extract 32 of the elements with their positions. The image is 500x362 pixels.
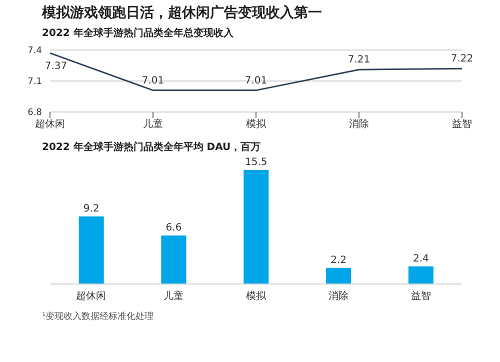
bar	[244, 170, 269, 284]
x-tick-label: 消除	[328, 290, 348, 302]
x-tick-label: 超休闲	[76, 290, 106, 302]
x-tick-label: 模拟	[246, 290, 267, 302]
data-label: 7.01	[244, 75, 268, 86]
chart-title: 2022 年全球手游热门品类全年平均 DAU，百万	[41, 140, 262, 154]
data-label: 6.6	[166, 222, 182, 234]
y-tick-label: 7.1	[28, 77, 42, 88]
bar	[161, 235, 186, 284]
x-tick-label: 儿童	[164, 290, 184, 302]
text: ¹变现收入数据经标准化处理	[41, 310, 155, 323]
data-label: 9.2	[83, 203, 100, 214]
bar	[408, 266, 434, 284]
y-tick-label: 6.8	[28, 108, 42, 118]
data-label: 7.21	[348, 54, 370, 66]
data-label: 2.2	[330, 254, 346, 266]
y-tick-label: 7.4	[28, 46, 42, 56]
data-label: 7.01	[142, 75, 164, 86]
x-tick-label: 儿童	[143, 118, 163, 130]
data-label: 2.4	[412, 253, 429, 264]
bar	[326, 268, 352, 284]
x-tick-label: 益智	[410, 290, 431, 302]
chart-subtitle: 2022 年全球手游热门品类全年总变现收入	[41, 26, 234, 41]
x-tick-label: 益智	[452, 118, 472, 130]
x-tick-label: 超休闲	[35, 118, 65, 130]
x-tick-label: 消除	[349, 118, 369, 130]
data-label: 7.37	[44, 61, 68, 72]
x-tick-label: 模拟	[246, 118, 267, 130]
data-label: 7.22	[450, 54, 474, 65]
data-label: 15.5	[245, 157, 268, 168]
chart-title: 模拟游戏领跑日活，超休闲广告变现收入第一	[40, 4, 323, 23]
bar	[78, 216, 104, 284]
